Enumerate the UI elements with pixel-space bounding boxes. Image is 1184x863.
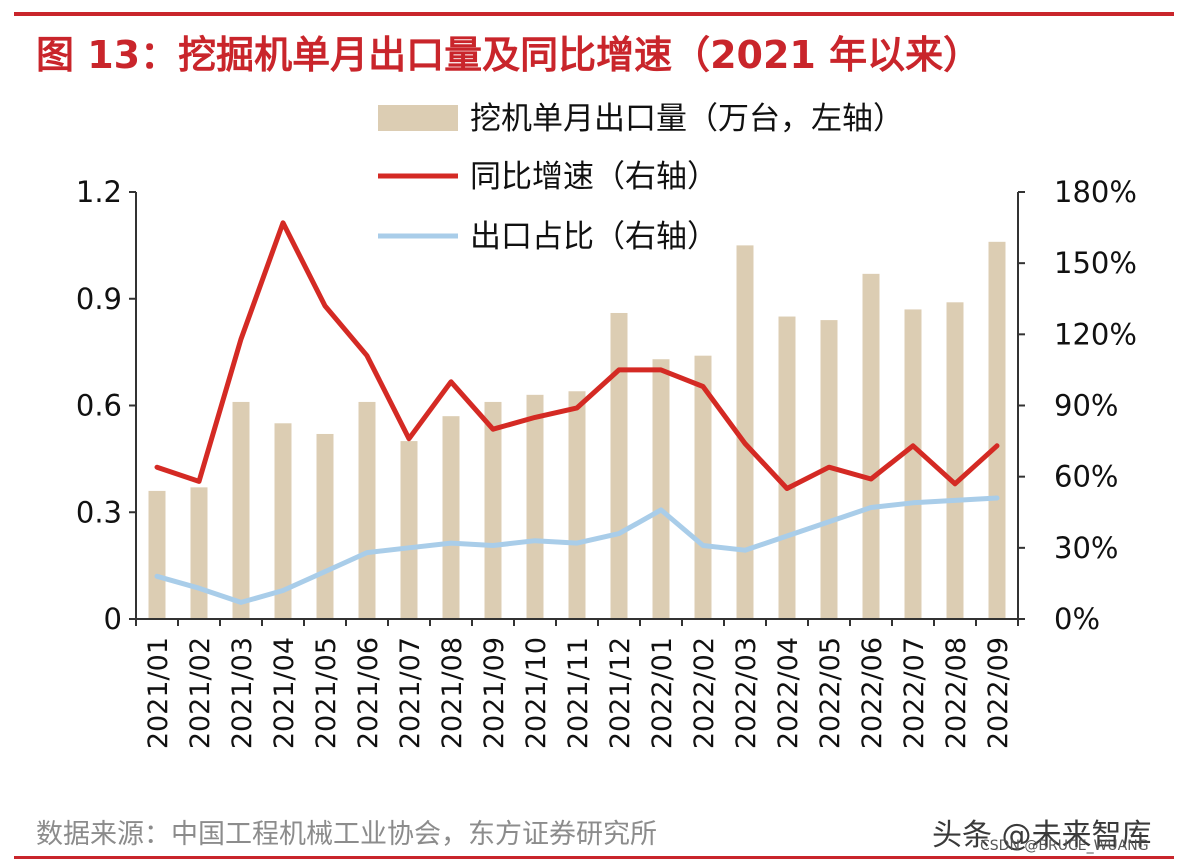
- source-note: 数据来源：中国工程机械工业协会，东方证券研究所: [36, 819, 657, 850]
- left-tick-label: 1.2: [76, 175, 122, 209]
- bar-2021-05: [316, 433, 334, 619]
- watermark-csdn: CSDN @BRUCE_WUANG: [980, 838, 1149, 854]
- right-tick-label: 30%: [1054, 531, 1118, 565]
- x-tick-label: 2022/02: [689, 637, 720, 749]
- series-line-yoy-growth: [154, 220, 1000, 491]
- x-tick-label: 2022/04: [773, 637, 804, 749]
- bar-2021-02: [190, 487, 208, 619]
- legend-label-export-volume: 挖机单月出口量（万台，左轴）: [470, 101, 904, 137]
- x-tick-label: 2022/05: [815, 637, 846, 749]
- bar-2022-02: [694, 355, 712, 619]
- x-tick-label: 2021/12: [605, 637, 636, 749]
- bar-2021-07: [400, 441, 418, 619]
- bar-2021-03: [232, 401, 250, 619]
- bar-2022-01: [652, 359, 670, 619]
- left-tick-label: 0.3: [76, 495, 122, 529]
- bar-2021-08: [442, 416, 460, 619]
- bar-2021-01: [148, 490, 166, 619]
- legend-swatch-bar: [378, 105, 458, 131]
- bar-2022-07: [904, 309, 922, 619]
- bar-2022-08: [946, 302, 964, 619]
- x-tick-label: 2021/03: [227, 637, 258, 749]
- x-tick-label: 2021/07: [395, 637, 426, 749]
- bar-2021-09: [484, 401, 502, 619]
- x-tick-label: 2022/01: [647, 637, 678, 749]
- x-tick-label: 2022/06: [857, 637, 888, 749]
- legend-label-export-share: 出口占比（右轴）: [470, 219, 718, 255]
- bar-2021-06: [358, 401, 376, 619]
- x-tick-label: 2021/09: [479, 637, 510, 749]
- x-tick-label: 2022/03: [731, 637, 762, 749]
- right-tick-label: 60%: [1054, 460, 1118, 494]
- x-tick-label: 2021/01: [143, 637, 174, 749]
- top-rule: [14, 12, 1174, 16]
- right-tick-label: 0%: [1054, 602, 1100, 636]
- bar-2022-09: [988, 241, 1006, 620]
- bar-2021-11: [568, 391, 586, 619]
- bar-2021-04: [274, 423, 292, 619]
- series-line-export-share: [154, 495, 1000, 605]
- x-tick-label: 2021/04: [269, 637, 300, 749]
- x-tick-label: 2021/02: [185, 637, 216, 749]
- bar-2022-04: [778, 316, 796, 619]
- figure-title: 图 13：挖掘机单月出口量及同比增速（2021 年以来）: [36, 33, 982, 77]
- left-tick-label: 0: [104, 602, 122, 636]
- bar-2022-06: [862, 273, 880, 619]
- right-tick-label: 90%: [1054, 389, 1118, 423]
- x-tick-label: 2022/09: [983, 637, 1014, 749]
- x-tick-label: 2021/05: [311, 637, 342, 749]
- right-tick-label: 180%: [1054, 175, 1137, 209]
- left-tick-label: 0.6: [76, 389, 122, 423]
- x-tick-label: 2021/08: [437, 637, 468, 749]
- x-tick-label: 2021/10: [521, 637, 552, 749]
- x-tick-label: 2022/08: [941, 637, 972, 749]
- bar-2021-12: [610, 312, 628, 619]
- right-tick-label: 150%: [1054, 246, 1137, 280]
- watermark: 头条 @未来智库: [932, 818, 1152, 853]
- left-tick-label: 0.9: [76, 282, 122, 316]
- bar-2021-10: [526, 394, 544, 619]
- legend-label-yoy-growth: 同比增速（右轴）: [470, 159, 718, 195]
- x-tick-label: 2022/07: [899, 637, 930, 749]
- right-tick-label: 120%: [1054, 317, 1137, 351]
- bottom-rule: [14, 856, 1174, 859]
- bar-2022-03: [736, 245, 754, 619]
- x-tick-label: 2021/06: [353, 637, 384, 749]
- x-tick-label: 2021/11: [563, 637, 594, 749]
